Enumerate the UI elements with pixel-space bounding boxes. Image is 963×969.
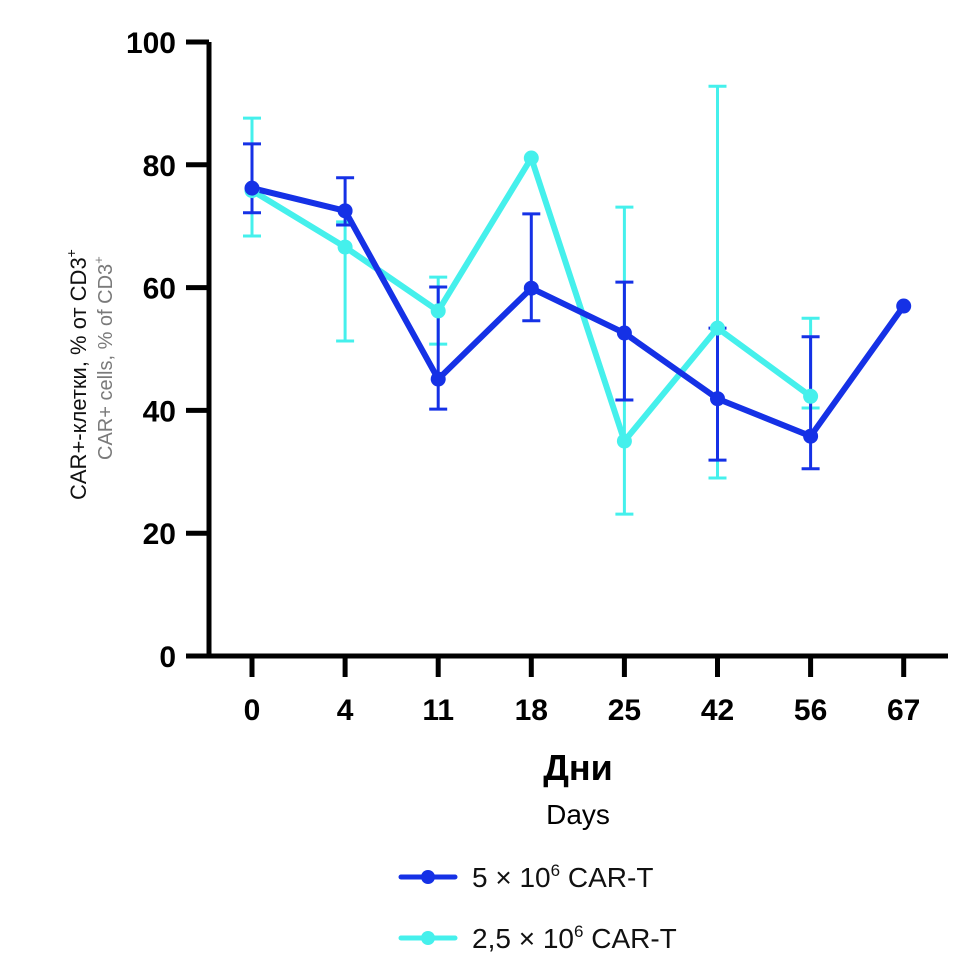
x-axis-label: Дни: [543, 747, 613, 788]
data-point[interactable]: [337, 203, 353, 219]
data-point[interactable]: [710, 320, 725, 336]
legend-label: 2,5 × 106 CAR-T: [472, 922, 677, 954]
legend: 5 × 106 CAR-T 2,5 × 106 CAR-T: [398, 861, 677, 954]
axes: [186, 42, 948, 659]
data-point[interactable]: [616, 325, 632, 341]
data-point[interactable]: [710, 391, 725, 407]
legend-label: 5 × 106 CAR-T: [472, 861, 653, 893]
y-tick-label: 0: [159, 641, 176, 674]
legend-swatch-dot: [421, 870, 435, 884]
y-axis-label-english: CAR+ cells, % of CD3+: [91, 256, 117, 460]
data-point[interactable]: [430, 303, 446, 319]
legend-item-5e6[interactable]: 5 × 106 CAR-T: [398, 861, 653, 893]
y-axis-label: CAR+-клетки, % от CD3+: [63, 249, 91, 500]
x-tick-label: 4: [337, 694, 354, 727]
legend-item-2-5e6[interactable]: 2,5 × 106 CAR-T: [398, 922, 677, 954]
error-bars: [243, 84, 820, 516]
x-axis-label-secondary: Days: [546, 799, 610, 830]
y-axis-label-primary: CAR+-клетки, % от CD3+: [63, 249, 91, 500]
data-point[interactable]: [896, 298, 912, 314]
y-axis-label-secondary: CAR+ cells, % of CD3+: [91, 256, 117, 460]
y-ticks: 0 20 40 60 80 100: [126, 27, 209, 674]
x-tick-label: 42: [701, 694, 734, 727]
y-tick-label: 20: [143, 518, 176, 551]
data-point[interactable]: [803, 388, 819, 404]
y-tick-label: 100: [126, 27, 176, 60]
x-tick-label: 0: [244, 694, 261, 727]
series-line-5e6: [251, 185, 907, 440]
data-point[interactable]: [430, 371, 446, 387]
x-tick-label: 25: [608, 694, 641, 727]
y-tick-label: 40: [143, 395, 176, 428]
legend-swatch-dot: [421, 931, 435, 945]
y-tick-label: 60: [143, 273, 176, 306]
data-point[interactable]: [803, 428, 819, 444]
data-point[interactable]: [244, 180, 260, 196]
series-points: [244, 150, 912, 449]
x-tick-label: 56: [794, 694, 827, 727]
x-tick-label: 18: [515, 694, 548, 727]
data-point[interactable]: [523, 150, 539, 166]
y-tick-label: 80: [143, 150, 176, 183]
data-point[interactable]: [337, 239, 353, 255]
data-point[interactable]: [523, 280, 539, 296]
x-ticks: 0 4 11 18 25 42 56 67: [244, 656, 920, 727]
x-tick-label: 11: [422, 694, 454, 727]
x-tick-label: 67: [887, 694, 920, 727]
data-point[interactable]: [616, 433, 632, 449]
